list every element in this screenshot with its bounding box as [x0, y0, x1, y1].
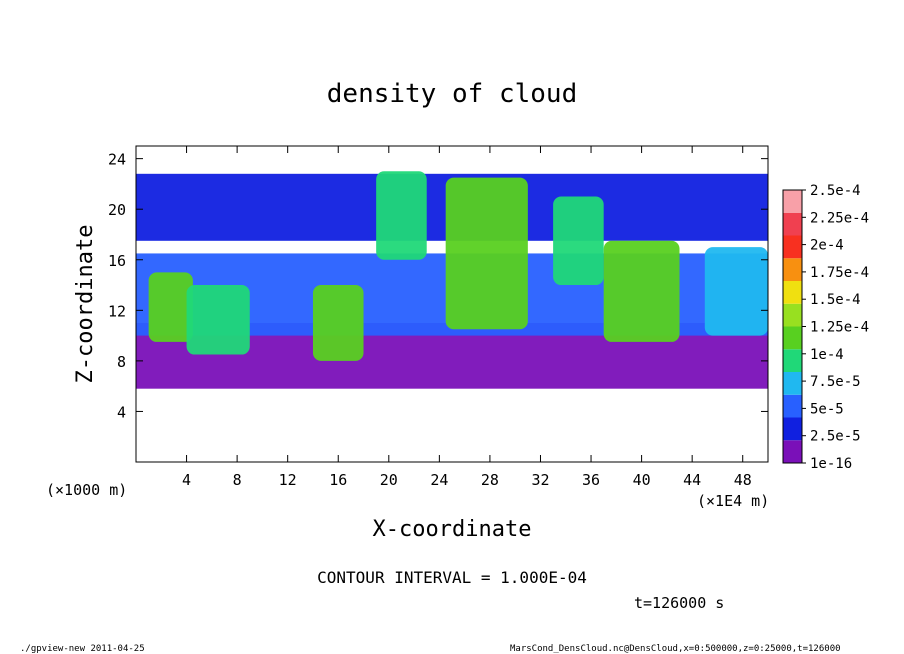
x-tick-label: 32 — [531, 471, 549, 489]
y-tick-label: 24 — [108, 151, 126, 169]
x-unit-right: (×1E4 m) — [697, 492, 769, 510]
y-axis-label: Z-coordinate — [73, 225, 98, 384]
colorbar-label: 5e-5 — [810, 401, 844, 417]
cloud-region-cell-3 — [312, 285, 364, 361]
colorbar: 1e-16 2.5e-5 5e-5 7.5e-5 1e-4 1.25e-4 1.5e-4 1.… — [782, 183, 869, 472]
x-tick-label: 36 — [582, 471, 600, 489]
colorbar-swatch — [783, 372, 802, 395]
colorbar-label: 2e-4 — [810, 238, 844, 254]
x-tick-label: 8 — [233, 471, 242, 489]
colorbar-swatch — [783, 303, 802, 327]
contour-interval: CONTOUR INTERVAL = 1.000E-04 — [317, 568, 587, 587]
x-tick-label: 12 — [279, 471, 297, 489]
cloud-region-cell-1 — [148, 272, 193, 342]
x-tick-label: 24 — [430, 471, 448, 489]
colorbar-swatch — [783, 326, 802, 350]
footer-right: MarsCond_DensCloud.nc@DensCloud,x=0:5000… — [510, 644, 841, 654]
colorbar-label: 1.25e-4 — [810, 320, 869, 336]
colorbar-swatch — [783, 417, 802, 441]
colorbar-label: 1.75e-4 — [810, 265, 869, 281]
x-tick-label: 28 — [481, 471, 499, 489]
x-tick-label: 16 — [329, 471, 347, 489]
cloud-region-cell-5 — [445, 177, 528, 330]
colorbar-label: 7.5e-5 — [810, 374, 861, 390]
cloud-region-cell-7 — [603, 240, 680, 342]
time-label: t=126000 s — [634, 594, 724, 612]
cloud-region-cell-2 — [186, 285, 250, 355]
x-axis-label: X-coordinate — [373, 517, 532, 542]
colorbar-swatch — [783, 394, 802, 418]
cloud-region-cell-6 — [553, 196, 604, 286]
x-tick-label: 20 — [380, 471, 398, 489]
y-tick-label: 16 — [108, 252, 126, 270]
y-tick-label: 20 — [108, 201, 126, 219]
x-tick-label: 40 — [633, 471, 651, 489]
cloud-region-cell-8 — [704, 247, 768, 336]
colorbar-swatch — [783, 190, 802, 213]
plot-frame — [135, 145, 769, 463]
colorbar-label: 1.5e-4 — [810, 292, 861, 308]
colorbar-swatch — [783, 212, 802, 236]
y-tick-label: 4 — [117, 403, 126, 421]
colorbar-swatch — [783, 235, 802, 259]
x-tick-label: 44 — [683, 471, 701, 489]
chart-title: density of cloud — [327, 79, 577, 109]
y-tick-label: 12 — [108, 302, 126, 320]
colorbar-swatch — [783, 281, 802, 304]
colorbar-label: 1e-4 — [810, 347, 844, 363]
colorbar-swatch — [783, 349, 802, 372]
colorbar-label: 2.5e-4 — [810, 183, 861, 199]
colorbar-label: 1e-16 — [810, 456, 852, 472]
x-tick-label: 48 — [734, 471, 752, 489]
x-tick-label: 4 — [182, 471, 191, 489]
colorbar-swatch — [783, 440, 802, 463]
heatmap-fill — [136, 171, 768, 389]
footer-left: ./gpview-new 2011-04-25 — [20, 644, 145, 654]
y-tick-label: 8 — [117, 353, 126, 371]
cloud-region-cell-4 — [376, 171, 427, 260]
colorbar-label: 2.25e-4 — [810, 210, 869, 226]
colorbar-label: 2.5e-5 — [810, 429, 861, 445]
x-unit-left: (×1000 m) — [46, 481, 127, 499]
colorbar-swatch — [783, 258, 802, 281]
